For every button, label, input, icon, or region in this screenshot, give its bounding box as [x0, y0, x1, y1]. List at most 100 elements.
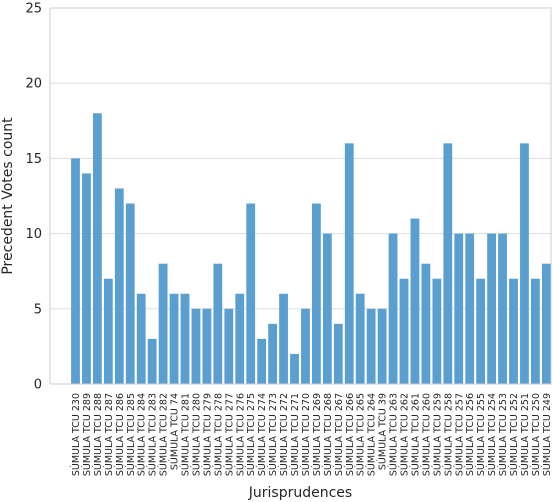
y-tick-label: 15: [25, 152, 42, 167]
x-tick-label: SÚMULA TCU 281: [180, 393, 192, 476]
bar: [202, 308, 212, 384]
x-tick-label: SÚMULA TCU 251: [519, 393, 531, 476]
bar: [180, 293, 190, 384]
x-tick-label: SÚMULA TCU 287: [103, 393, 115, 476]
y-tick-label: 5: [34, 302, 42, 317]
x-tick-label: SÚMULA TCU 262: [399, 393, 411, 476]
x-tick-label: SÚMULA TCU 258: [442, 393, 454, 476]
bar: [169, 293, 179, 384]
bar: [421, 263, 431, 384]
bar: [344, 143, 354, 384]
bar: [377, 308, 387, 384]
bar: [268, 323, 277, 384]
bar: [147, 338, 157, 384]
x-tick-label: SÚMULA TCU 265: [355, 393, 367, 476]
bar: [246, 203, 256, 384]
x-tick-label: SÚMULA TCU 264: [366, 393, 378, 476]
x-tick-label: SÚMULA TCU 271: [289, 393, 301, 476]
bar: [224, 308, 234, 384]
bar: [312, 203, 321, 384]
bar: [355, 293, 365, 384]
x-axis-label: Jurisprudences: [248, 485, 352, 501]
x-tick-label: SÚMULA TCU 269: [311, 393, 323, 476]
plot-frame: [49, 7, 552, 385]
x-tick-label: SÚMULA TCU 275: [245, 393, 257, 476]
y-tick-label: 0: [34, 378, 42, 393]
y-gridlines: [50, 7, 551, 385]
bar: [114, 188, 124, 384]
bar: [93, 113, 102, 384]
bar: [71, 158, 80, 384]
bar: [399, 278, 409, 384]
x-tick-label: SÚMULA TCU 278: [212, 393, 224, 476]
x-tick-label: SÚMULA TCU 279: [201, 393, 213, 476]
x-tick-label: SÚMULA TCU 263: [388, 393, 400, 476]
x-tick-label: SÚMULA TCU 276: [234, 393, 246, 476]
bar: [520, 143, 529, 384]
x-tick-label: SÚMULA TCU 250: [530, 393, 542, 476]
y-axis-label: Precedent Votes count: [0, 117, 16, 275]
bar: [410, 218, 420, 384]
x-tick-label: SÚMULA TCU 280: [190, 393, 202, 476]
bar: [333, 323, 343, 384]
x-tick-label: SÚMULA TCU 270: [300, 393, 312, 476]
bar: [366, 308, 376, 384]
x-tick-label: SÚMULA TCU 261: [409, 393, 421, 476]
x-tick-label: SÚMULA TCU 277: [223, 393, 235, 476]
x-tick-labels: SÚMULA TCU 230 SÚMULA TCU 289 SÚMULA TCU 2…: [70, 393, 553, 476]
x-tick-label: SÚMULA TCU 230: [70, 393, 82, 476]
x-tick-label: SÚMULA TCU 284: [136, 393, 148, 476]
bar: [235, 293, 245, 384]
bar: [103, 278, 113, 384]
x-tick-label: SÚMULA TCU 74: [169, 393, 181, 470]
x-tick-label: SÚMULA TCU 255: [475, 393, 487, 476]
bar: [465, 233, 475, 384]
bar: [279, 293, 288, 384]
bar: [301, 308, 310, 384]
bars: [71, 113, 551, 384]
bar: [476, 278, 486, 384]
bar: [487, 233, 496, 384]
bar: [531, 278, 540, 384]
x-tick-label: SÚMULA TCU 283: [147, 393, 159, 476]
x-tick-label: SÚMULA TCU 266: [344, 393, 356, 476]
x-tick-label: SÚMULA TCU 39: [377, 393, 389, 470]
x-tick-label: SÚMULA TCU 259: [431, 393, 443, 476]
x-tick-label: SÚMULA TCU 286: [114, 393, 126, 476]
bar: [509, 278, 518, 384]
bar: [125, 203, 135, 384]
x-tick-label: SÚMULA TCU 268: [322, 393, 334, 476]
x-tick-label: SÚMULA TCU 252: [508, 393, 520, 476]
y-tick-labels: 0 5 10 15 20 25: [25, 2, 42, 393]
y-tick-label: 25: [25, 2, 42, 17]
bar: [432, 278, 442, 384]
bar: [191, 308, 201, 384]
x-tick-label: SÚMULA TCU 249: [541, 393, 553, 476]
x-tick-label: SÚMULA TCU 260: [420, 393, 432, 476]
x-tick-label: SÚMULA TCU 256: [464, 393, 476, 476]
bar: [290, 353, 299, 384]
x-tick-label: SÚMULA TCU 282: [158, 393, 170, 476]
bar: [498, 233, 507, 384]
bar: [136, 293, 146, 384]
x-tick-label: SÚMULA TCU 274: [256, 393, 268, 476]
bar: [322, 233, 332, 384]
x-tick-label: SÚMULA TCU 288: [92, 393, 104, 476]
bar: [82, 173, 91, 384]
x-tick-label: SÚMULA TCU 254: [486, 393, 498, 476]
bar: [213, 263, 223, 384]
bar: [454, 233, 464, 384]
x-tick-label: SÚMULA TCU 257: [453, 393, 465, 476]
x-tick-label: SÚMULA TCU 272: [278, 393, 290, 476]
bar: [443, 143, 453, 384]
bar: [158, 263, 168, 384]
x-tick-label: SÚMULA TCU 273: [267, 393, 279, 476]
x-tick-label: SÚMULA TCU 267: [333, 393, 345, 476]
x-tick-label: SÚMULA TCU 253: [497, 393, 509, 476]
x-tick-label: SÚMULA TCU 289: [81, 393, 93, 476]
bar: [388, 233, 398, 384]
y-tick-label: 10: [25, 227, 42, 242]
bar: [541, 263, 551, 384]
bar: [257, 338, 267, 384]
